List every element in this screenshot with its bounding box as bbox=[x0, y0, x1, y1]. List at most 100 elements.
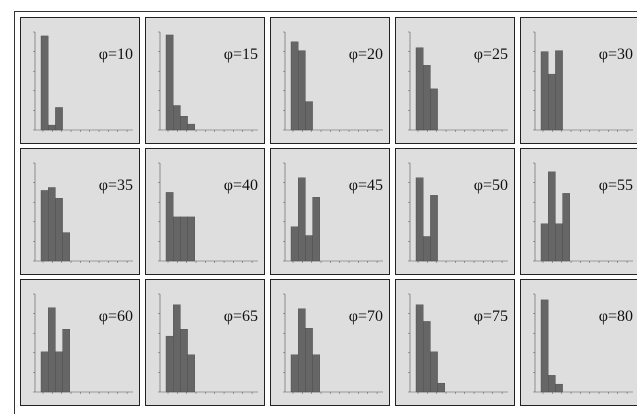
phi-symbol: φ bbox=[223, 177, 233, 194]
histogram-bar bbox=[540, 223, 549, 262]
histogram-bar bbox=[173, 216, 181, 262]
phi-value: 35 bbox=[117, 177, 133, 194]
histogram-bar bbox=[415, 47, 424, 131]
histogram-bar bbox=[165, 34, 174, 131]
histogram-bar bbox=[423, 65, 431, 131]
phi-value: 50 bbox=[492, 177, 508, 194]
phi-label: φ=10 bbox=[99, 46, 133, 64]
phi-value: 30 bbox=[617, 46, 633, 63]
histogram-bar bbox=[540, 51, 549, 131]
phi-value: 65 bbox=[242, 308, 258, 325]
histogram-bar bbox=[430, 351, 438, 393]
phi-value: 25 bbox=[492, 46, 508, 63]
histogram-bar bbox=[540, 299, 549, 393]
phi-label: φ=40 bbox=[224, 177, 258, 195]
histogram-bar bbox=[55, 351, 63, 393]
histogram-bar bbox=[180, 216, 188, 262]
histogram-bar bbox=[173, 105, 181, 131]
phi-equals: = bbox=[357, 46, 367, 63]
phi-symbol: φ bbox=[223, 46, 233, 63]
phi-label: φ=35 bbox=[99, 177, 133, 195]
phi-value: 75 bbox=[492, 308, 508, 325]
histogram-panel: φ=15 bbox=[145, 17, 265, 144]
histogram-bar bbox=[40, 351, 49, 393]
phi-label: φ=70 bbox=[349, 308, 383, 326]
histogram-panel: φ=10 bbox=[20, 17, 140, 144]
histogram-bar bbox=[180, 329, 188, 393]
phi-equals: = bbox=[232, 46, 242, 63]
histogram-bar bbox=[305, 235, 313, 262]
histogram-bar bbox=[180, 116, 188, 131]
phi-value: 70 bbox=[367, 308, 383, 325]
histogram-svg bbox=[533, 31, 633, 132]
phi-equals: = bbox=[482, 308, 492, 325]
histogram-panel: φ=75 bbox=[395, 279, 515, 406]
histogram-bar bbox=[187, 216, 195, 262]
histogram-bar bbox=[437, 382, 445, 393]
histogram-bar bbox=[62, 232, 70, 262]
histogram-bar bbox=[430, 88, 438, 131]
phi-equals: = bbox=[607, 177, 617, 194]
phi-label: φ=30 bbox=[599, 46, 633, 64]
histogram-bar bbox=[40, 35, 49, 131]
histogram-panel: φ=40 bbox=[145, 148, 265, 275]
phi-value: 55 bbox=[617, 177, 633, 194]
phi-equals: = bbox=[107, 308, 117, 325]
phi-symbol: φ bbox=[223, 308, 233, 325]
histogram-panel: φ=80 bbox=[520, 279, 637, 406]
phi-value: 10 bbox=[117, 46, 133, 63]
phi-symbol: φ bbox=[598, 308, 608, 325]
histogram-bar bbox=[312, 197, 320, 262]
phi-symbol: φ bbox=[473, 46, 483, 63]
histogram-svg bbox=[33, 162, 133, 263]
histogram-bar bbox=[290, 354, 299, 393]
phi-symbol: φ bbox=[98, 308, 108, 325]
histogram-bar bbox=[165, 192, 174, 262]
histogram-bar bbox=[548, 375, 556, 393]
phi-label: φ=50 bbox=[474, 177, 508, 195]
histogram-bar bbox=[40, 190, 49, 262]
phi-equals: = bbox=[357, 177, 367, 194]
histogram-bar bbox=[548, 171, 556, 262]
phi-label: φ=45 bbox=[349, 177, 383, 195]
histogram-bar bbox=[187, 354, 195, 393]
phi-equals: = bbox=[232, 308, 242, 325]
histogram-svg bbox=[408, 162, 508, 263]
phi-equals: = bbox=[107, 46, 117, 63]
histogram-svg bbox=[283, 31, 383, 132]
histogram-panel: φ=25 bbox=[395, 17, 515, 144]
histogram-panel: φ=30 bbox=[520, 17, 637, 144]
histogram-svg bbox=[33, 31, 133, 132]
histogram-bar bbox=[562, 193, 570, 262]
histogram-bar bbox=[555, 383, 563, 393]
histogram-bar bbox=[165, 335, 174, 393]
histogram-bar bbox=[555, 223, 563, 262]
histogram-svg bbox=[33, 293, 133, 394]
phi-value: 60 bbox=[117, 308, 133, 325]
histogram-panel: φ=60 bbox=[20, 279, 140, 406]
histogram-panel: φ=20 bbox=[270, 17, 390, 144]
histogram-panel: φ=45 bbox=[270, 148, 390, 275]
histogram-bar bbox=[298, 177, 306, 262]
histogram-panel: φ=70 bbox=[270, 279, 390, 406]
phi-label: φ=15 bbox=[224, 46, 258, 64]
histogram-svg bbox=[408, 31, 508, 132]
histogram-bar bbox=[430, 195, 438, 262]
phi-label: φ=20 bbox=[349, 46, 383, 64]
phi-equals: = bbox=[357, 308, 367, 325]
histogram-bar bbox=[290, 41, 299, 131]
phi-symbol: φ bbox=[348, 177, 358, 194]
phi-symbol: φ bbox=[473, 177, 483, 194]
histogram-bar bbox=[415, 304, 424, 393]
phi-symbol: φ bbox=[473, 308, 483, 325]
phi-equals: = bbox=[482, 46, 492, 63]
histogram-bar bbox=[48, 307, 56, 393]
phi-equals: = bbox=[607, 46, 617, 63]
histogram-bar bbox=[290, 226, 299, 262]
phi-equals: = bbox=[107, 177, 117, 194]
histogram-panel: φ=65 bbox=[145, 279, 265, 406]
phi-symbol: φ bbox=[348, 308, 358, 325]
histogram-bar bbox=[415, 177, 424, 262]
histogram-bar bbox=[423, 236, 431, 262]
histogram-panel: φ=50 bbox=[395, 148, 515, 275]
